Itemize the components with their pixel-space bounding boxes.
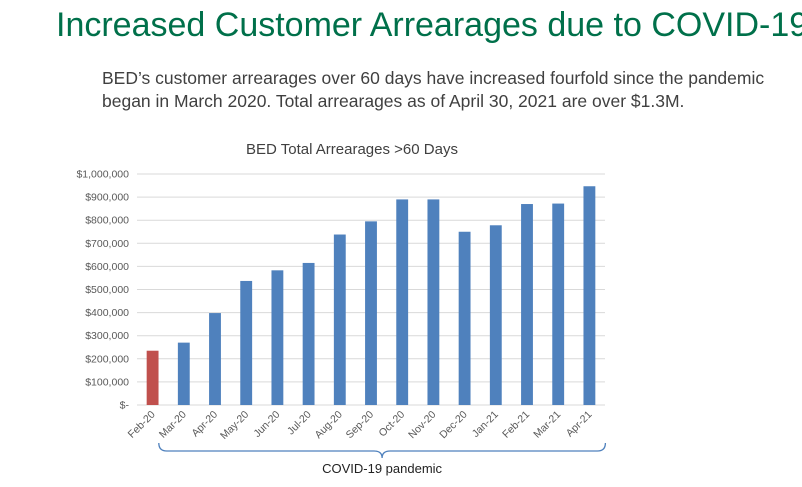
y-tick-label: $200,000 [85, 353, 129, 365]
bar-feb-21 [521, 204, 533, 405]
slide-subtitle: BED’s customer arrearages over 60 days h… [102, 68, 765, 111]
x-tick-label: Mar-20 [157, 409, 189, 441]
x-tick-label: Apr-20 [189, 409, 220, 440]
bar-apr-21 [583, 186, 596, 405]
y-tick-label: $1,000,000 [76, 169, 129, 181]
x-tick-label: Mar-21 [531, 409, 563, 441]
x-tick-label: Jun-20 [251, 409, 282, 440]
y-tick-label: $700,000 [85, 238, 129, 250]
bar-may-20 [240, 280, 253, 405]
y-tick-label: $100,000 [85, 376, 129, 388]
x-tick-label: Apr-21 [564, 409, 595, 440]
x-tick-label: Feb-21 [500, 409, 532, 441]
x-tick-label: Feb-20 [126, 409, 158, 441]
y-tick-label: $500,000 [85, 284, 129, 296]
y-tick-label: $600,000 [85, 261, 129, 273]
bar-nov-20 [427, 199, 440, 405]
bar-jun-20 [271, 270, 284, 405]
covid-pandemic-annotation: COVID-19 pandemic [158, 442, 607, 476]
bar-sep-20 [365, 221, 377, 405]
bar-dec-20 [458, 231, 471, 405]
x-tick-label: Jan-21 [470, 409, 501, 440]
bar-feb-20 [146, 350, 159, 405]
x-tick-label: May-20 [218, 409, 251, 442]
bar-jul-20 [302, 262, 315, 405]
bars [146, 186, 596, 405]
y-axis-ticks: $- $100,000 $200,000 $300,000 $400,000 $500,0… [76, 169, 129, 412]
bar-apr-20 [209, 313, 221, 405]
bar-oct-20 [396, 199, 409, 405]
y-tick-label: $800,000 [85, 215, 129, 227]
bar-mar-21 [552, 203, 565, 405]
x-tick-label: Aug-20 [312, 409, 345, 442]
y-tick-label: $300,000 [85, 330, 129, 342]
x-tick-label: Oct-20 [377, 409, 408, 440]
pandemic-brace [158, 442, 607, 459]
pandemic-label: COVID-19 pandemic [322, 461, 442, 476]
y-tick-label: $400,000 [85, 307, 129, 319]
bar-aug-20 [333, 234, 346, 405]
y-tick-label: $900,000 [85, 192, 129, 204]
y-tick-label: $- [120, 400, 130, 412]
bar-jan-21 [489, 225, 502, 405]
bar-mar-20 [177, 342, 190, 405]
slide-title: Increased Customer Arrearages due to COV… [56, 6, 802, 44]
chart-title: BED Total Arrearages >60 Days [246, 141, 458, 158]
x-tick-label: Jul-20 [285, 409, 314, 438]
x-tick-label: Nov-20 [406, 409, 439, 442]
x-tick-label: Dec-20 [437, 409, 470, 442]
x-tick-label: Sep-20 [344, 409, 377, 442]
